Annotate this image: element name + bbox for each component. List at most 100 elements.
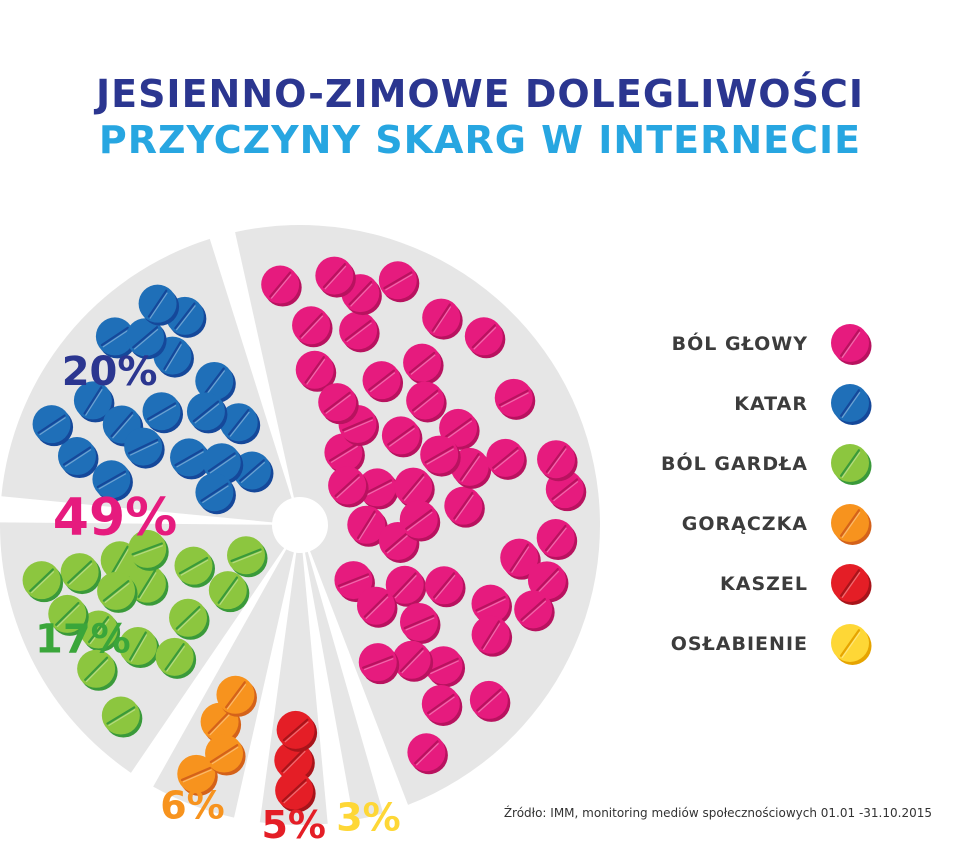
pill-bol-gardla xyxy=(118,627,160,669)
legend-item-goraczka: GORĄCZKA xyxy=(682,504,872,545)
chart-subtitle: PRZYCZYNY SKARG W INTERNECIE xyxy=(98,118,862,162)
pill-bol-glowy xyxy=(394,467,435,509)
legend-label-oslabienie: OSŁABIENIE xyxy=(671,633,808,655)
legend-swatch-bol-gardla xyxy=(831,444,872,485)
pill-katar xyxy=(124,427,165,469)
pill-katar xyxy=(73,381,115,423)
pill-bol-gardla xyxy=(101,696,143,738)
pill-bol-gardla xyxy=(155,637,197,679)
pill-bol-glowy xyxy=(315,256,356,298)
slice-oslabienie xyxy=(305,551,384,821)
legend-swatch-oslabienie xyxy=(831,624,872,665)
pill-bol-gardla xyxy=(97,571,138,613)
legend-swatch-katar xyxy=(831,384,872,425)
legend-swatch-bol-glowy xyxy=(831,324,872,365)
pill-bol-glowy xyxy=(399,500,441,542)
legend-item-oslabienie: OSŁABIENIE xyxy=(671,624,872,665)
pill-bol-glowy xyxy=(362,361,404,403)
legend-label-bol-glowy: BÓL GŁOWY xyxy=(672,331,808,355)
pill-bol-glowy xyxy=(339,311,380,353)
pill-bol-gardla xyxy=(48,594,89,636)
legend-swatch-goraczka xyxy=(831,504,872,545)
pill-bol-glowy xyxy=(406,381,447,423)
pill-katar xyxy=(57,437,99,479)
pill-bol-glowy xyxy=(500,538,541,580)
pill-bol-glowy xyxy=(347,505,388,547)
pill-bol-glowy xyxy=(318,383,359,425)
pill-bol-glowy xyxy=(261,265,302,307)
pill-bol-glowy xyxy=(399,602,441,644)
pill-bol-glowy xyxy=(537,440,578,482)
pill-katar xyxy=(92,460,133,502)
pill-bol-glowy xyxy=(356,586,398,628)
pill-katar xyxy=(186,392,228,434)
pill-bol-gardla xyxy=(169,598,210,640)
legend-item-katar: KATAR xyxy=(734,384,872,425)
pill-bol-glowy xyxy=(514,590,555,632)
pill-bol-gardla xyxy=(174,546,215,588)
pill-goraczka xyxy=(216,675,257,717)
pill-bol-glowy xyxy=(464,317,506,359)
data-label-bol-gardla: 17% xyxy=(35,617,131,663)
pill-bol-glowy xyxy=(420,435,461,477)
pill-bol-glowy xyxy=(536,519,578,561)
data-label-katar: 20% xyxy=(62,349,158,395)
data-label-goraczka: 6% xyxy=(160,783,225,827)
pill-katar xyxy=(219,403,261,445)
pill-bol-gardla xyxy=(227,536,268,578)
pill-bol-gardla xyxy=(60,553,102,595)
pill-bol-glowy xyxy=(444,486,485,528)
data-label-kaszel: 5% xyxy=(261,803,326,843)
legend-label-goraczka: GORĄCZKA xyxy=(682,513,808,535)
pill-bol-gardla xyxy=(79,610,121,652)
pill-bol-glowy xyxy=(422,298,463,340)
pill-goraczka xyxy=(177,754,218,796)
pill-bol-glowy xyxy=(421,684,463,726)
pill-bol-glowy xyxy=(378,261,420,303)
pill-bol-glowy xyxy=(471,615,513,657)
pill-bol-glowy xyxy=(392,640,434,682)
labels-layer: 49% 3%5% 6% 17% 20% xyxy=(35,349,401,843)
data-label-oslabienie: 3% xyxy=(336,795,401,839)
source-note: Źródło: IMM, monitoring mediów społeczno… xyxy=(503,806,932,820)
legend-swatch-kaszel xyxy=(831,564,872,605)
legend-item-kaszel: KASZEL xyxy=(720,564,872,605)
legend-item-bol-gardla: BÓL GARDŁA xyxy=(661,444,872,485)
pill-kaszel xyxy=(274,741,315,783)
legend: BÓL GŁOWY KATAR BÓL GARDŁA GORĄCZKA KASZEL OS… xyxy=(661,324,872,665)
chart-title: JESIENNO-ZIMOWE DOLEGLIWOŚCI xyxy=(95,72,865,116)
pill-bol-glowy xyxy=(486,438,527,480)
pill-bol-glowy xyxy=(471,584,512,626)
pill-bol-glowy xyxy=(295,350,337,392)
pill-katar xyxy=(170,438,211,480)
pill-katar xyxy=(195,473,236,515)
pill-katar xyxy=(95,317,137,359)
legend-label-bol-gardla: BÓL GARDŁA xyxy=(661,451,808,475)
pill-bol-gardla xyxy=(128,529,169,571)
pill-bol-glowy xyxy=(424,646,466,688)
pill-bol-glowy xyxy=(494,378,536,420)
pill-bol-glowy xyxy=(292,306,333,348)
pill-bol-glowy xyxy=(358,643,400,685)
legend-item-bol-glowy: BÓL GŁOWY xyxy=(672,324,872,365)
pill-bol-glowy xyxy=(381,416,423,458)
pill-bol-glowy xyxy=(425,566,466,608)
legend-label-kaszel: KASZEL xyxy=(720,573,808,595)
pill-bol-gardla xyxy=(77,649,118,691)
pill-katar xyxy=(126,318,167,360)
pill-kaszel xyxy=(275,771,316,813)
pills-layer xyxy=(22,256,587,813)
pill-bol-glowy xyxy=(403,343,444,385)
pill-bol-glowy xyxy=(469,680,511,722)
pill-goraczka xyxy=(205,734,246,776)
pill-bol-glowy xyxy=(358,468,399,510)
pill-bol-gardla xyxy=(22,561,64,603)
data-label-bol-glowy: 49% xyxy=(53,488,177,548)
pill-katar xyxy=(138,284,180,326)
pill-katar xyxy=(142,392,184,434)
pill-bol-glowy xyxy=(328,466,369,508)
pill-bol-glowy xyxy=(385,565,427,607)
pill-bol-glowy xyxy=(450,447,492,489)
pill-bol-glowy xyxy=(407,733,448,775)
